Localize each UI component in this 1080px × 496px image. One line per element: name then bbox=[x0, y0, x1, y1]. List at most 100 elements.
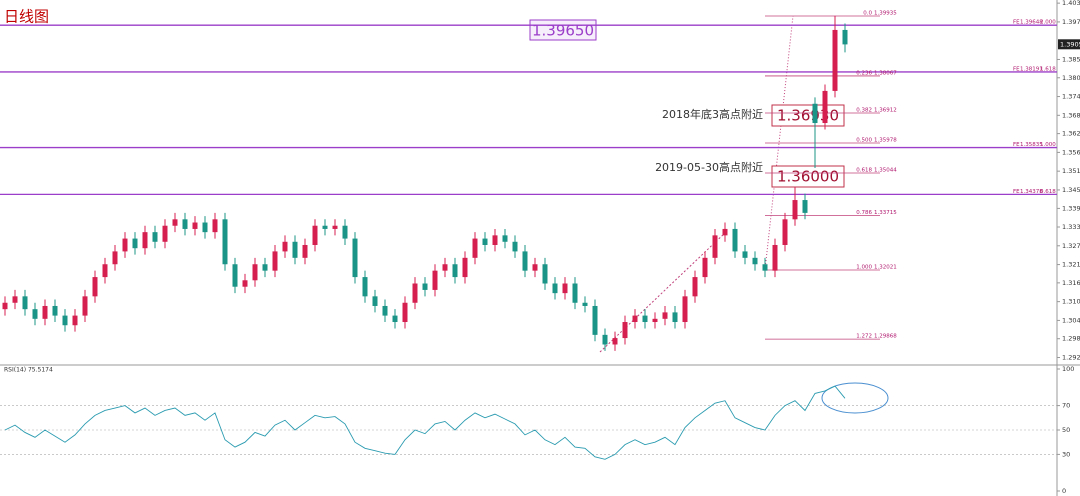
fib-price: 1.36912 bbox=[874, 108, 897, 114]
candle-body bbox=[112, 251, 118, 265]
candle-body bbox=[612, 338, 618, 345]
candle-body bbox=[412, 283, 418, 303]
candle-body bbox=[332, 225, 338, 229]
candle-body bbox=[62, 315, 68, 326]
candle-body bbox=[662, 312, 668, 319]
y-tick-label: 1.31035 bbox=[1062, 298, 1080, 306]
candle-body bbox=[842, 29, 848, 45]
fe-price: 1.38191 bbox=[1020, 66, 1043, 72]
candle-body bbox=[2, 302, 8, 310]
fe-price: 1.39648 bbox=[1020, 20, 1043, 26]
candle-body bbox=[482, 238, 488, 245]
fib-price: 1.38067 bbox=[874, 70, 897, 76]
y-tick-label: 1.33360 bbox=[1062, 223, 1080, 231]
candle-body bbox=[92, 277, 98, 297]
current-price-label: 1.39053 bbox=[1060, 40, 1080, 48]
candle-body bbox=[252, 264, 258, 281]
candle-body bbox=[732, 228, 738, 252]
y-tick-label: 1.29880 bbox=[1062, 335, 1080, 343]
candle-body bbox=[232, 264, 238, 287]
fib-price: 1.39935 bbox=[874, 10, 897, 16]
rsi-tick-label: 30 bbox=[1062, 450, 1070, 458]
candle-body bbox=[512, 241, 518, 252]
fe-label: FE bbox=[1013, 66, 1020, 72]
candle-body bbox=[202, 222, 208, 233]
candle-body bbox=[572, 283, 578, 303]
candle-body bbox=[432, 270, 438, 290]
fe-label: FE bbox=[1013, 20, 1020, 26]
fib-ratio: 0.500 bbox=[856, 137, 872, 143]
candle-body bbox=[442, 264, 448, 271]
candle-body bbox=[342, 225, 348, 239]
candle-body bbox=[772, 244, 778, 271]
candle-body bbox=[322, 225, 328, 229]
candle-body bbox=[692, 277, 698, 297]
candle-body bbox=[32, 309, 38, 319]
fib-ratio: 1.000 bbox=[856, 264, 872, 270]
fib-price: 1.35978 bbox=[874, 137, 897, 143]
y-tick-label: 1.40335 bbox=[1062, 0, 1080, 7]
candle-body bbox=[312, 225, 318, 245]
rsi-tick-label: 100 bbox=[1062, 365, 1074, 373]
y-tick-label: 1.3975 bbox=[1062, 18, 1080, 26]
fib-ratio: 0.382 bbox=[856, 108, 872, 114]
candle-body bbox=[352, 238, 358, 278]
fib-ratio: 1.272 bbox=[856, 334, 872, 340]
candle-body bbox=[802, 200, 808, 213]
candle-body bbox=[492, 235, 498, 245]
candle-body bbox=[522, 251, 528, 271]
fe-price: 1.35835 bbox=[1020, 142, 1043, 148]
annotation: 2019-05-30高点附近 bbox=[655, 160, 763, 174]
candle-body bbox=[212, 219, 218, 233]
candle-body bbox=[592, 305, 598, 335]
fib-price: 1.29868 bbox=[874, 334, 897, 340]
candle-body bbox=[762, 264, 768, 271]
candle-body bbox=[452, 264, 458, 278]
fib-ratio: 0.0 bbox=[863, 10, 872, 16]
candle-body bbox=[72, 315, 78, 326]
candle-body bbox=[242, 280, 248, 287]
annotation: 2018年底3高点附近 bbox=[662, 107, 763, 121]
fe-label: FE bbox=[1013, 142, 1020, 148]
candle-body bbox=[562, 283, 568, 294]
candle-body bbox=[542, 264, 548, 284]
candle-body bbox=[22, 296, 28, 310]
rsi-tick-label: 50 bbox=[1062, 426, 1070, 434]
candle-body bbox=[702, 257, 708, 278]
candle-body bbox=[642, 315, 648, 323]
candle-body bbox=[712, 235, 718, 258]
candle-body bbox=[472, 238, 478, 258]
candle-body bbox=[162, 225, 168, 242]
candle-body bbox=[102, 264, 108, 278]
candle-body bbox=[152, 232, 158, 242]
candle-body bbox=[682, 296, 688, 323]
y-tick-label: 1.34515 bbox=[1062, 186, 1080, 194]
candle-body bbox=[192, 222, 198, 229]
candle-body bbox=[362, 277, 368, 297]
candle-body bbox=[792, 200, 798, 220]
candle-body bbox=[302, 244, 308, 258]
y-tick-label: 1.30450 bbox=[1062, 316, 1080, 324]
candle-body bbox=[672, 312, 678, 323]
candle-body bbox=[292, 241, 298, 258]
candle-body bbox=[382, 305, 388, 316]
candle-body bbox=[502, 235, 508, 242]
y-tick-label: 1.32775 bbox=[1062, 242, 1080, 250]
candle-body bbox=[582, 302, 588, 306]
candle-body bbox=[462, 257, 468, 278]
fe-ratio: 0.618 bbox=[1040, 189, 1056, 195]
candle-body bbox=[182, 219, 188, 229]
candle-body bbox=[652, 318, 658, 323]
fe-ratio: 2.000 bbox=[1040, 20, 1056, 26]
candle-body bbox=[422, 283, 428, 290]
fib-ratio: 0.618 bbox=[856, 167, 872, 173]
annotation: 1.39650 bbox=[532, 22, 594, 40]
fib-ratio: 0.786 bbox=[856, 210, 872, 216]
candle-body bbox=[172, 219, 178, 226]
annotation-box bbox=[771, 165, 845, 188]
fib-ratio: 0.236 bbox=[856, 70, 872, 76]
y-tick-label: 1.36840 bbox=[1062, 111, 1080, 119]
highlight-ellipse bbox=[821, 382, 889, 414]
